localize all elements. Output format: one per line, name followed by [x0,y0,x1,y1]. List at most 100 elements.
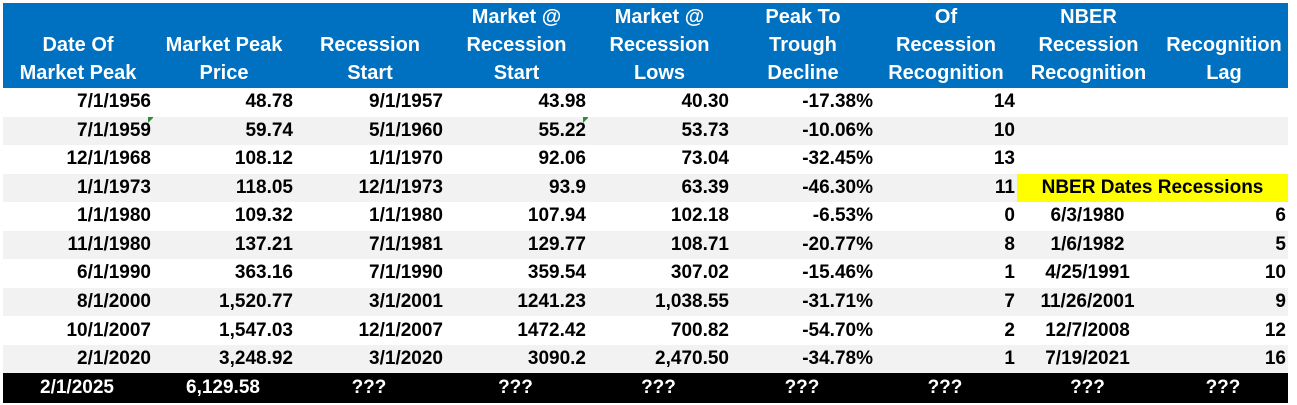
cell-recognition-lag[interactable] [1160,116,1288,146]
cell-recession-start[interactable]: 7/1/1990 [295,259,445,288]
cell-recognition-lag[interactable] [1160,88,1288,117]
cell-decline[interactable]: -10.06% [731,116,875,146]
cell-recession-start[interactable]: 9/1/1957 [295,88,445,117]
header-recognition-lag[interactable]: Recognition Lag [1160,3,1288,88]
cell-recognition[interactable]: 10 [875,116,1017,146]
cell-peak-date[interactable]: 10/1/2007 [3,316,153,345]
cell-market-at-start[interactable]: 1241.23 [445,287,588,317]
cell-market-at-lows[interactable]: 700.82 [588,316,731,345]
header-recession-start[interactable]: Recession Start [295,3,445,88]
cell-decline[interactable]: -31.71% [731,287,875,317]
cell-recession-start[interactable]: 5/1/1960 [295,116,445,146]
cell-market-at-lows[interactable]: 2,470.50 [588,344,731,374]
cell-recession-start[interactable]: 7/1/1981 [295,230,445,260]
cell-market-at-lows[interactable]: 53.73 [588,116,731,146]
cell-recognition-lag[interactable]: 12 [1160,316,1288,345]
cell-recession-start[interactable]: 1/1/1980 [295,202,445,231]
cell-recognition[interactable]: 1 [875,259,1017,288]
cell-recognition[interactable]: 14 [875,88,1017,117]
cell-nber-date[interactable] [1017,88,1160,117]
cell-nber-date[interactable] [1017,145,1160,174]
cell-peak-date[interactable]: 2/1/2025 [3,373,153,403]
cell-recession-start[interactable]: 12/1/1973 [295,173,445,203]
cell-peak-price[interactable]: 1,520.77 [153,287,295,317]
cell-market-at-start[interactable]: 93.9 [445,173,588,203]
cell-market-at-lows[interactable]: 307.02 [588,259,731,288]
cell-nber-date[interactable]: 12/7/2008 [1017,316,1160,345]
cell-peak-price[interactable]: 137.21 [153,230,295,260]
cell-recession-start[interactable]: 3/1/2001 [295,287,445,317]
cell-decline[interactable]: -20.77% [731,230,875,260]
cell-market-at-lows[interactable]: 63.39 [588,173,731,203]
cell-peak-price[interactable]: 48.78 [153,88,295,117]
cell-peak-date[interactable]: 1/1/1980 [3,202,153,231]
cell-recognition-lag[interactable]: 5 [1160,230,1288,260]
cell-nber-date[interactable]: ??? [1017,373,1160,403]
cell-recognition-lag[interactable]: ??? [1160,373,1288,403]
cell-recognition-lag[interactable]: 10 [1160,259,1288,288]
cell-peak-date[interactable]: 6/1/1990 [3,259,153,288]
cell-peak-price[interactable]: 109.32 [153,202,295,231]
cell-recognition-lag[interactable] [1160,145,1288,174]
cell-peak-price[interactable]: 118.05 [153,173,295,203]
cell-peak-date[interactable]: 8/1/2000 [3,287,153,317]
cell-recognition-lag[interactable]: 9 [1160,287,1288,317]
cell-recognition[interactable]: 0 [875,202,1017,231]
cell-peak-date[interactable]: 12/1/1968 [3,145,153,174]
cell-decline[interactable]: -6.53% [731,202,875,231]
header-market-at-recession-lows[interactable]: Market @ Recession Lows [588,3,731,88]
cell-market-at-start[interactable]: 43.98 [445,88,588,117]
header-date-of-market-peak[interactable]: Date Of Market Peak [3,3,153,88]
cell-market-at-start[interactable]: 92.06 [445,145,588,174]
cell-peak-date[interactable]: 2/1/2020 [3,344,153,374]
cell-peak-price[interactable]: 3,248.92 [153,344,295,374]
header-peak-to-trough-decline[interactable]: Peak To Trough Decline [731,3,875,88]
nber-dates-recessions-label[interactable]: NBER Dates Recessions [1017,173,1288,203]
cell-recognition[interactable]: 1 [875,344,1017,374]
cell-decline[interactable]: -34.78% [731,344,875,374]
cell-market-at-start[interactable]: 107.94 [445,202,588,231]
cell-decline[interactable]: ??? [731,373,875,403]
header-market-at-recession-start[interactable]: Market @ Recession Start [445,3,588,88]
cell-market-at-start[interactable]: 1472.42 [445,316,588,345]
cell-recognition[interactable]: 13 [875,145,1017,174]
cell-recognition[interactable]: 11 [875,173,1017,203]
cell-recognition[interactable]: 7 [875,287,1017,317]
cell-peak-date[interactable]: 11/1/1980 [3,230,153,260]
cell-recession-start[interactable]: 1/1/1970 [295,145,445,174]
cell-market-at-start[interactable]: 359.54 [445,259,588,288]
header-of-recession-recognition[interactable]: Of Recession Recognition [875,3,1017,88]
cell-nber-date[interactable]: 6/3/1980 [1017,202,1160,231]
cell-decline[interactable]: -15.46% [731,259,875,288]
cell-recognition[interactable]: ??? [875,373,1017,403]
cell-market-at-start[interactable]: ??? [445,373,588,403]
cell-peak-price[interactable]: 6,129.58 [153,373,295,403]
cell-decline[interactable]: -32.45% [731,145,875,174]
cell-recognition-lag[interactable]: 6 [1160,202,1288,231]
cell-decline[interactable]: -46.30% [731,173,875,203]
cell-nber-date[interactable] [1017,116,1160,146]
cell-peak-price[interactable]: 59.74 [153,116,295,146]
cell-market-at-start[interactable]: 129.77 [445,230,588,260]
cell-recognition[interactable]: 8 [875,230,1017,260]
cell-peak-price[interactable]: 363.16 [153,259,295,288]
cell-recession-start[interactable]: 3/1/2020 [295,344,445,374]
cell-decline[interactable]: -54.70% [731,316,875,345]
cell-decline[interactable]: -17.38% [731,88,875,117]
cell-nber-date[interactable]: 7/19/2021 [1017,344,1160,374]
cell-market-at-start[interactable]: 55.22 [445,116,588,146]
cell-nber-date[interactable]: 4/25/1991 [1017,259,1160,288]
cell-recession-start[interactable]: 12/1/2007 [295,316,445,345]
cell-market-at-lows[interactable]: 108.71 [588,230,731,260]
cell-recognition-lag[interactable]: 16 [1160,344,1288,374]
header-nber-recession-recognition[interactable]: NBER Recession Recognition [1017,3,1160,88]
cell-peak-price[interactable]: 1,547.03 [153,316,295,345]
cell-peak-date[interactable]: 7/1/1959 [3,116,153,146]
cell-market-at-lows[interactable]: 73.04 [588,145,731,174]
cell-market-at-lows[interactable]: 40.30 [588,88,731,117]
cell-market-at-lows[interactable]: 102.18 [588,202,731,231]
cell-recession-start[interactable]: ??? [295,373,445,403]
cell-market-at-lows[interactable]: 1,038.55 [588,287,731,317]
cell-nber-date[interactable]: 1/6/1982 [1017,230,1160,260]
cell-market-at-lows[interactable]: ??? [588,373,731,403]
